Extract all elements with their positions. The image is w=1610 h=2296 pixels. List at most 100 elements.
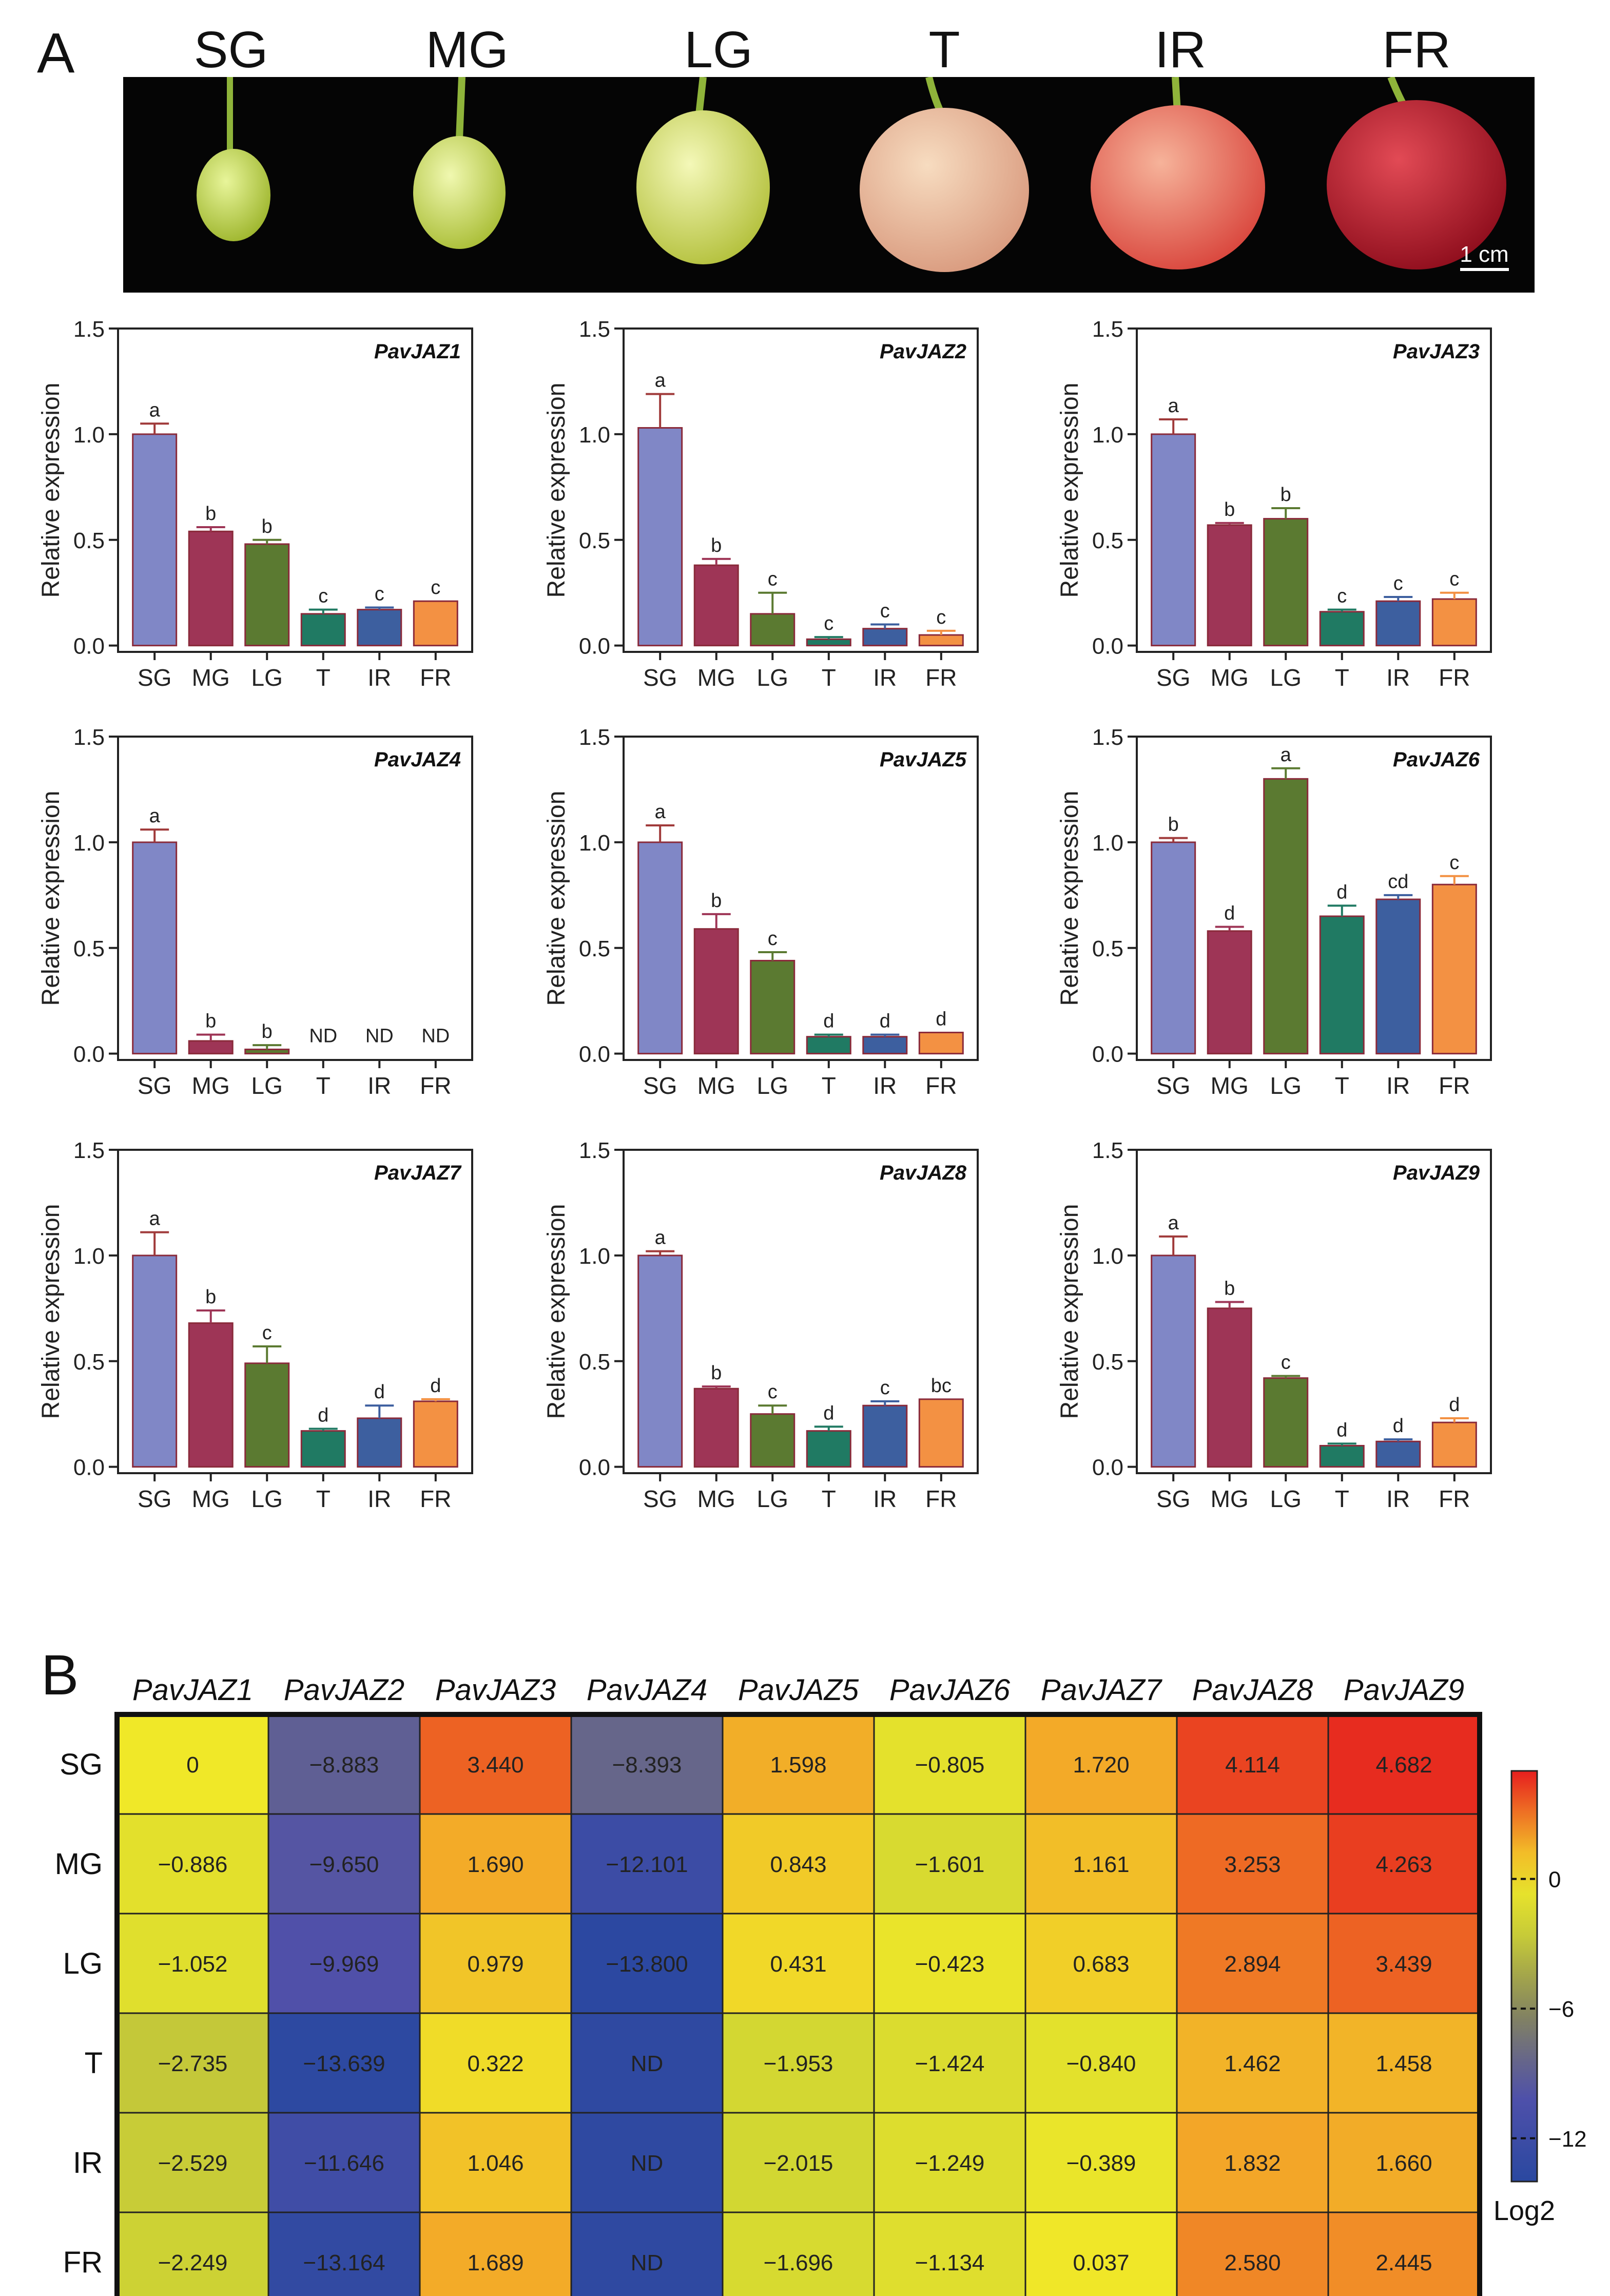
- x-tick-label: MG: [192, 664, 230, 691]
- heatmap-cell: [722, 1813, 875, 1915]
- significance-label: d: [823, 1402, 834, 1424]
- significance-label: b: [1224, 1278, 1235, 1299]
- heatmap-cell-value: 1.598: [770, 1752, 826, 1778]
- y-tick-label: 0.0: [1092, 634, 1123, 659]
- bar: [188, 1322, 234, 1468]
- significance-label: c: [936, 607, 946, 628]
- heatmap-column-label: PavJAZ3: [435, 1673, 556, 1707]
- bar: [1375, 600, 1421, 647]
- significance-label: a: [655, 1227, 666, 1249]
- heatmap-cell-value: −8.393: [612, 1752, 682, 1778]
- colorbar: [1510, 1770, 1538, 2183]
- bar: [862, 1404, 908, 1468]
- heatmap-cell-value: 1.689: [467, 2250, 523, 2275]
- y-tick-label: 0.5: [73, 936, 105, 961]
- heatmap-cell: [267, 2012, 421, 2114]
- heatmap-cell-value: 0.979: [467, 1952, 523, 1977]
- bar: [750, 1413, 796, 1468]
- bar-chart-pavjaz3: 0.0 0.5 1.0 1.5 Relative expression PavJAZ3 a S…: [1056, 317, 1492, 691]
- y-tick-label: 0.0: [73, 1455, 105, 1480]
- heatmap-cell: [722, 2012, 875, 2114]
- heatmap-cell-value: −1.953: [764, 2051, 833, 2076]
- heatmap-cell-value: −2.735: [158, 2051, 228, 2076]
- bar: [1151, 841, 1196, 1055]
- bar: [188, 530, 234, 647]
- heatmap-cell-value: 2.580: [1224, 2250, 1281, 2275]
- y-tick-label: 1.0: [1092, 831, 1123, 856]
- bar: [413, 1400, 458, 1468]
- bar-chart-pavjaz5: 0.0 0.5 1.0 1.5 Relative expression PavJAZ5 a S…: [543, 725, 979, 1099]
- heatmap-cell: [1024, 1913, 1178, 2014]
- fruit-t: [860, 77, 1029, 272]
- heatmap-cell: [1327, 2112, 1481, 2213]
- heatmap-cell-value: 1.690: [467, 1852, 523, 1877]
- x-tick-label: MG: [192, 1485, 230, 1512]
- plot-frame: [1136, 736, 1492, 1061]
- y-axis-label: Relative expression: [543, 383, 570, 598]
- heatmap-cell: [1176, 2112, 1329, 2213]
- heatmap-cell: [570, 2012, 724, 2114]
- heatmap-cell: [267, 2211, 421, 2296]
- significance-label: d: [1336, 881, 1347, 903]
- chart-title: PavJAZ2: [880, 340, 966, 363]
- y-axis-label: Relative expression: [37, 1204, 65, 1419]
- heatmap-column-label: PavJAZ7: [1041, 1673, 1163, 1707]
- significance-label: c: [1281, 1352, 1291, 1374]
- heatmap-cell: [873, 2112, 1026, 2213]
- x-tick-label: LG: [251, 664, 283, 691]
- x-tick-label: LG: [251, 1485, 283, 1512]
- significance-label: b: [1168, 814, 1179, 836]
- heatmap-cell-value: −1.424: [915, 2051, 985, 2076]
- x-tick-label: MG: [192, 1072, 230, 1099]
- bar: [188, 1040, 234, 1055]
- panel-b-label: B: [41, 1644, 79, 1707]
- x-tick-label: LG: [251, 1072, 283, 1099]
- y-axis-label: Relative expression: [1056, 791, 1083, 1006]
- x-tick-label: FR: [925, 1072, 957, 1099]
- y-axis-label: Relative expression: [37, 383, 65, 598]
- bar: [806, 638, 851, 647]
- heatmap-cell-value: −12.101: [606, 1852, 688, 1877]
- significance-label: b: [711, 535, 722, 556]
- bar: [1319, 611, 1365, 647]
- y-tick-label: 1.5: [1092, 1138, 1123, 1163]
- x-tick-label: SG: [1156, 1485, 1190, 1512]
- heatmap-cell-value: 3.440: [467, 1752, 523, 1778]
- bar: [862, 1036, 908, 1055]
- x-tick-label: T: [316, 664, 331, 691]
- y-tick-label: 1.0: [1092, 1244, 1123, 1269]
- x-tick-label: IR: [1386, 1485, 1410, 1512]
- bar: [1263, 778, 1309, 1055]
- stage-label-fr: FR: [1382, 21, 1451, 79]
- significance-label: b: [1224, 499, 1235, 520]
- heatmap-row-label: MG: [55, 1847, 103, 1881]
- significance-label: a: [655, 801, 666, 823]
- stage-label-lg: LG: [684, 21, 753, 79]
- heatmap-row-label: LG: [63, 1947, 103, 1980]
- bar: [1151, 433, 1196, 647]
- heatmap-cell-value: 2.894: [1224, 1952, 1281, 1977]
- bar: [132, 433, 178, 647]
- bar: [132, 841, 178, 1055]
- significance-label: c: [318, 586, 328, 607]
- x-tick-label: FR: [1439, 1485, 1470, 1512]
- heatmap-cell-value: 4.114: [1225, 1752, 1280, 1778]
- plot-frame: [623, 736, 979, 1061]
- heatmap-cell-value: −1.249: [915, 2151, 985, 2176]
- y-tick-label: 1.5: [579, 1138, 610, 1163]
- x-tick-label: T: [822, 664, 836, 691]
- y-tick-label: 1.5: [579, 317, 610, 342]
- y-tick-label: 0.0: [73, 634, 105, 659]
- fruit-lg: [636, 77, 770, 264]
- x-tick-label: MG: [697, 1072, 735, 1099]
- chart-title: PavJAZ1: [374, 340, 461, 363]
- x-tick-label: SG: [643, 664, 677, 691]
- bar-chart-pavjaz6: 0.0 0.5 1.0 1.5 Relative expression PavJAZ6 b S…: [1056, 725, 1492, 1099]
- plot-frame: [1136, 327, 1492, 653]
- heatmap-cell-value: 2.445: [1375, 2250, 1432, 2275]
- x-tick-label: LG: [1270, 1485, 1302, 1512]
- heatmap-cell-value: 0.683: [1073, 1952, 1129, 1977]
- bar: [918, 1398, 964, 1468]
- heatmap-cell-value: −9.969: [309, 1952, 379, 1977]
- bar: [693, 1387, 739, 1468]
